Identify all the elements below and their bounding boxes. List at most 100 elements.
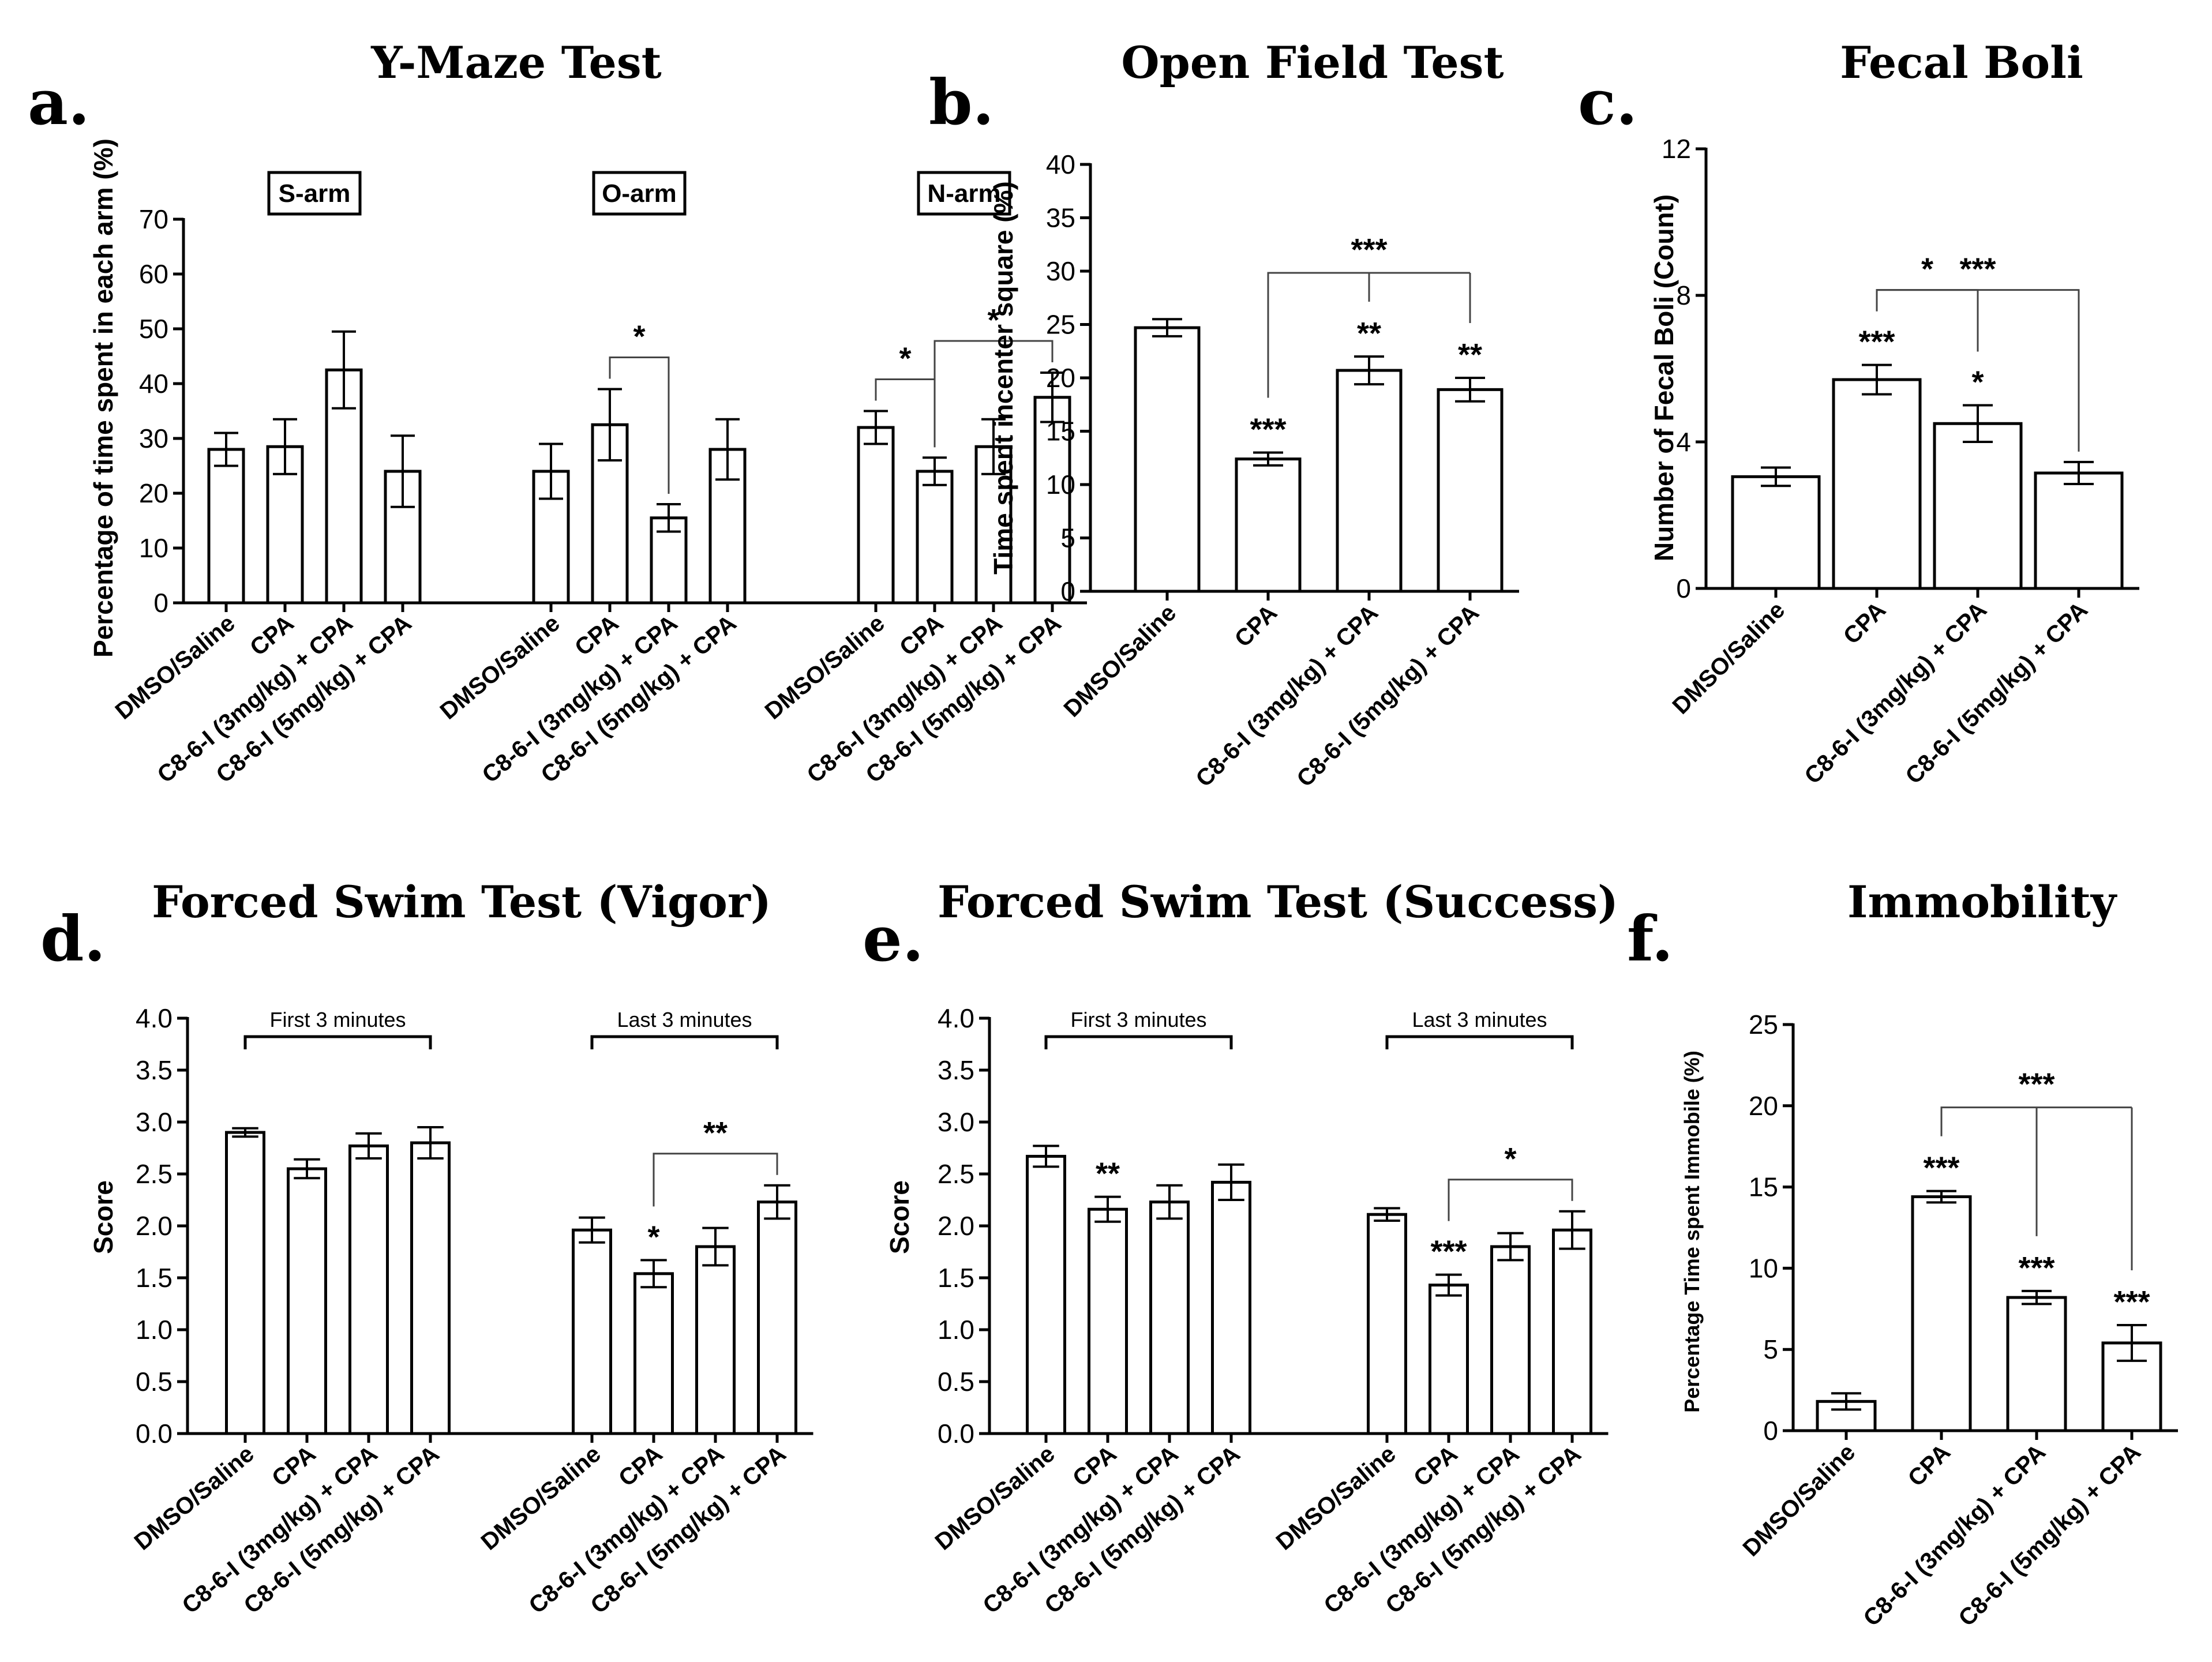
panel-d-category-label: DMSO/Saline [476, 1440, 606, 1555]
panel-d-y-axis-label: Score [88, 1180, 118, 1254]
panel-a-comparison-bracket [609, 357, 670, 494]
panel-b-comparison-label: *** [1351, 232, 1387, 267]
panel-e-group-label: Last 3 minutes [1412, 1008, 1547, 1031]
panel-e-success-chart: e. Forced Swim Test (Success) Score 0.0 0… [863, 876, 1618, 1619]
panel-d-y-tick-label: 2.0 [136, 1211, 173, 1241]
panel-a-y-tick-label: 20 [139, 478, 168, 508]
panel-c-significance-mark: *** [1858, 325, 1895, 359]
panel-a-comparison-label: * [899, 342, 911, 376]
panel-f-significance-mark: *** [2113, 1285, 2150, 1319]
panel-c-category-label: CPA [1838, 596, 1891, 650]
panel-f-y-tick-label: 5 [1763, 1334, 1778, 1364]
panel-a-y-tick-label: 30 [139, 423, 168, 453]
panel-e-y-tick-label: 0.5 [938, 1367, 974, 1397]
panel-a-bar-2-0 [857, 426, 895, 605]
panel-e-bar-0-1 [1088, 1207, 1128, 1435]
panel-c-y-tick-label: 4 [1676, 427, 1691, 457]
panel-b-y-tick-label: 5 [1060, 523, 1075, 553]
panel-c-bar-0-2 [1933, 422, 2023, 590]
panel-d-bar-0-1 [287, 1167, 327, 1435]
panel-b-significance-mark: *** [1250, 412, 1286, 447]
panel-a-y-axis-label: Percentage of time spent in each arm (%) [88, 138, 118, 658]
panel-b-y-tick-label: 15 [1046, 417, 1075, 447]
panel-c-y-tick-label: 0 [1676, 573, 1691, 603]
panel-f-category-label: DMSO/Saline [1737, 1439, 1860, 1562]
panel-e-bar-0-0 [1026, 1154, 1066, 1435]
panel-e-bar-1-2 [1490, 1245, 1531, 1435]
panel-b-bar-0-2 [1336, 369, 1403, 593]
panel-d-significance-mark: * [647, 1220, 659, 1254]
panel-c-bar-0-3 [2034, 471, 2124, 590]
panel-f-bar-0-1 [1911, 1195, 1972, 1432]
panel-b-bar-0-3 [1437, 388, 1504, 593]
panel-e-bar-1-1 [1429, 1284, 1469, 1435]
panel-b-category-label: C8-6-I (3mg/kg) + CPA [1190, 599, 1383, 792]
panel-e-y-axis-label: Score [884, 1180, 914, 1254]
panel-c-title: Fecal Boli [1840, 37, 2083, 88]
panel-e-y-tick-label: 2.5 [938, 1159, 974, 1189]
panel-f-y-tick-label: 0 [1763, 1416, 1778, 1446]
panel-b-bar-0-0 [1134, 326, 1201, 593]
panel-e-y-tick-label: 0.0 [938, 1419, 974, 1449]
panel-e-y-tick-label: 3.0 [938, 1107, 974, 1137]
panel-a-category-label: DMSO/Saline [435, 610, 565, 725]
panel-e-y-tick-label: 3.5 [938, 1055, 974, 1085]
panel-a-y-tick-label: 10 [139, 533, 168, 563]
panel-b-y-tick-label: 35 [1046, 203, 1075, 233]
panel-e-y-tick-label: 4.0 [938, 1003, 974, 1033]
panel-d-bar-0-0 [225, 1131, 265, 1435]
panel-a-y-tick-label: 60 [139, 259, 168, 289]
panel-e-group-label: First 3 minutes [1070, 1008, 1206, 1031]
panel-f-y-axis-label: Percentage Time spent Immobile (%) [1680, 1051, 1704, 1413]
panel-a-bar-2-1 [916, 470, 954, 605]
panel-e-bar-1-3 [1552, 1228, 1592, 1435]
panel-c-comparison-label: *** [1959, 252, 1996, 287]
panel-d-group-label: Last 3 minutes [617, 1008, 752, 1031]
panel-f-bar-0-2 [2006, 1296, 2067, 1432]
panel-f-category-label: CPA [1903, 1439, 1956, 1492]
panel-e-group-bracket [1385, 1035, 1574, 1049]
panel-b-title: Open Field Test [1121, 37, 1504, 88]
panel-e-category-label: DMSO/Saline [1271, 1440, 1401, 1555]
panel-c-fecal-boli-chart: c. Fecal Boli Number of Fecal Boli (Coun… [1578, 37, 2139, 789]
panel-a-group-box [267, 171, 362, 216]
panel-d-bar-1-0 [572, 1228, 612, 1435]
panel-a-group-box [917, 171, 1011, 216]
panel-a-bar-0-0 [207, 448, 245, 605]
panel-d-title: Forced Swim Test (Vigor) [152, 876, 771, 928]
panel-b-y-axis-label: Time spent incenter square (%) [988, 181, 1018, 575]
panel-d-bar-0-3 [410, 1141, 451, 1435]
panel-a-group-label: O-arm [602, 179, 677, 208]
panel-b-significance-mark: ** [1357, 316, 1381, 351]
panel-f-y-tick-label: 25 [1749, 1010, 1778, 1040]
panel-f-y-tick-label: 20 [1749, 1091, 1778, 1121]
panel-c-significance-mark: * [1971, 365, 1984, 400]
panel-b-significance-mark: ** [1458, 337, 1482, 372]
panel-c-bar-0-0 [1731, 475, 1821, 590]
panel-d-group-label: First 3 minutes [269, 1008, 406, 1031]
panel-b-y-tick-label: 0 [1060, 576, 1075, 606]
panel-f-comparison-bracket [1940, 1106, 2132, 1136]
panel-c-comparison-bracket [1876, 289, 2080, 452]
panel-e-y-tick-label: 1.0 [938, 1315, 974, 1345]
panel-a-y-tick-label: 40 [139, 369, 168, 399]
panel-f-y-tick-label: 10 [1749, 1253, 1778, 1283]
panel-c-bar-0-1 [1832, 378, 1922, 590]
panel-d-y-tick-label: 1.5 [136, 1263, 173, 1293]
panel-d-y-tick-label: 2.5 [136, 1159, 173, 1189]
panel-e-significance-mark: ** [1096, 1157, 1120, 1191]
panel-a-bar-2-2 [974, 445, 1013, 605]
panel-d-y-tick-label: 4.0 [136, 1003, 173, 1033]
panel-c-y-tick-label: 8 [1676, 280, 1691, 310]
panel-c-category-label: C8-6-I (5mg/kg) + CPA [1900, 596, 2093, 789]
panel-a-y-maze-chart: a. Y-Maze Test Percentage of time spent … [28, 37, 1087, 788]
panel-e-group-bracket [1044, 1035, 1233, 1049]
panel-e-comparison-bracket [1448, 1179, 1573, 1221]
panel-f-category-label: C8-6-I (3mg/kg) + CPA [1858, 1439, 2050, 1631]
panel-d-group-bracket [590, 1035, 779, 1049]
panel-d-vigor-chart: d. Forced Swim Test (Vigor) Score 0.0 0.5… [40, 876, 813, 1619]
panel-d-y-tick-label: 1.0 [136, 1315, 173, 1345]
panel-d-y-tick-label: 3.5 [136, 1055, 173, 1085]
panel-a-category-label: DMSO/Saline [760, 610, 890, 725]
